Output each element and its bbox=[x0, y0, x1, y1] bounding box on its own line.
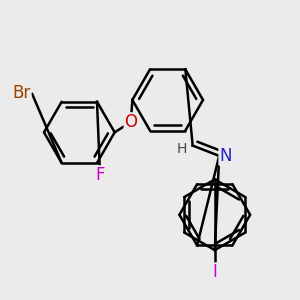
Text: Br: Br bbox=[13, 84, 31, 102]
Text: N: N bbox=[219, 147, 232, 165]
Text: O: O bbox=[124, 113, 137, 131]
Text: H: H bbox=[176, 142, 187, 155]
Text: F: F bbox=[95, 166, 105, 184]
Text: I: I bbox=[212, 263, 217, 281]
